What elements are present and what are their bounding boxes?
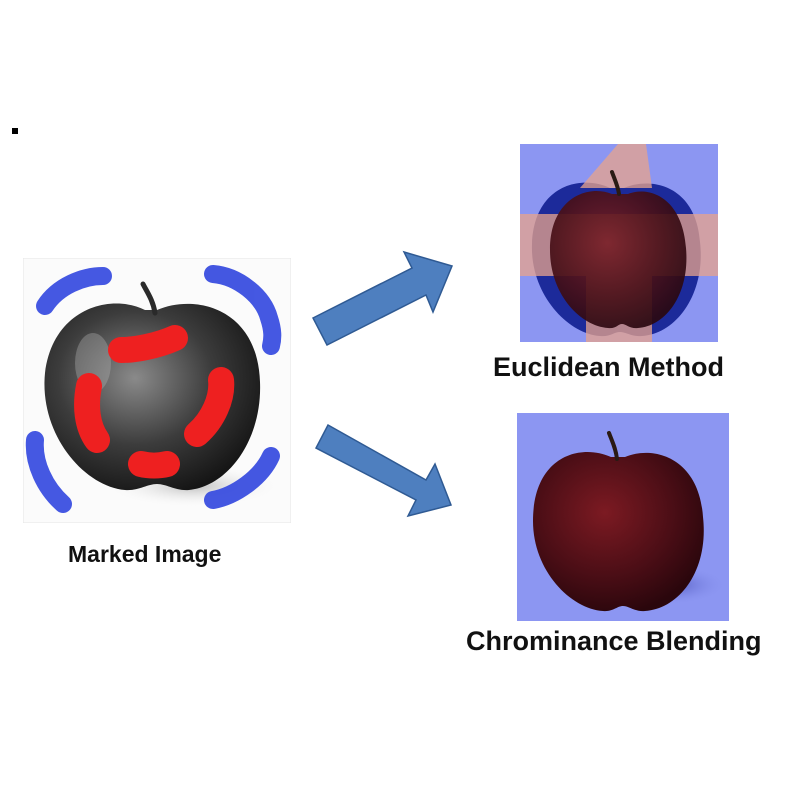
chrominance-blending-panel: [517, 413, 729, 621]
marked-image: [23, 258, 291, 523]
marked-image-caption: Marked Image: [68, 541, 222, 567]
arrow-to-euclidean: [311, 250, 454, 347]
arrow-to-chrominance: [314, 423, 453, 518]
euclidean-method-image: [520, 144, 718, 342]
marked-image-panel: [23, 258, 291, 523]
euclidean-method-caption: Euclidean Method: [493, 352, 725, 382]
chrominance-blending-caption: Chrominance Blending: [466, 626, 762, 656]
euclidean-method-panel: [520, 144, 718, 342]
chrominance-blending-image: [517, 413, 729, 621]
stray-dot: [12, 128, 18, 134]
